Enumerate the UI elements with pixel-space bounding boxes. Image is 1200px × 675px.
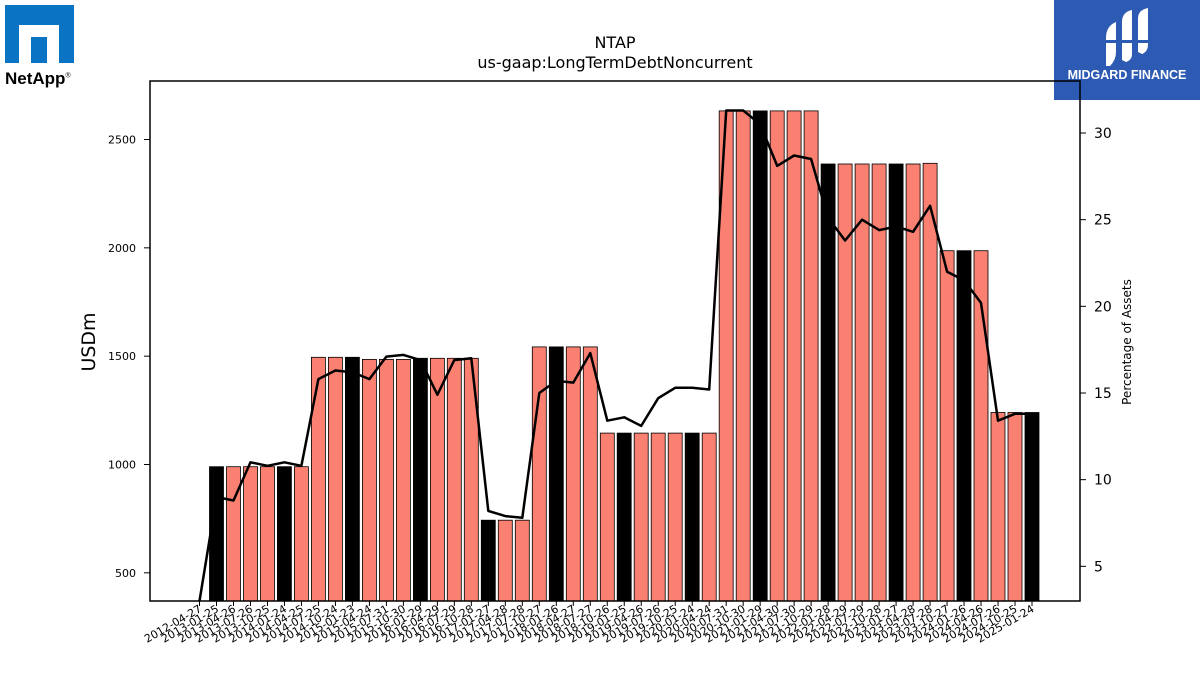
bar bbox=[616, 432, 632, 602]
bar bbox=[344, 356, 360, 602]
bar bbox=[735, 110, 751, 602]
pct-assets-series bbox=[198, 109, 1032, 602]
bar bbox=[565, 346, 581, 602]
bars bbox=[209, 110, 1040, 602]
bar bbox=[990, 412, 1006, 602]
y2-tick-label: 30 bbox=[1094, 126, 1112, 142]
bar bbox=[684, 432, 700, 602]
bar bbox=[1024, 412, 1040, 602]
x-ticks: 2012-04-272013-01-252013-04-262013-07-26… bbox=[142, 601, 1037, 646]
y2-axis-label: Percentage of Assets bbox=[1120, 279, 1134, 405]
bar bbox=[327, 356, 343, 602]
bar bbox=[276, 466, 292, 602]
netapp-logo-icon bbox=[5, 5, 74, 63]
bar bbox=[243, 466, 258, 602]
bar bbox=[939, 250, 955, 602]
bar bbox=[412, 357, 428, 602]
y-tick-label: 500 bbox=[115, 567, 136, 580]
midgard-finance-logo: MIDGARD FINANCE bbox=[1054, 0, 1200, 100]
bar bbox=[701, 432, 717, 602]
bar bbox=[803, 110, 819, 602]
midgard-finance-logo-text: MIDGARD FINANCE bbox=[1067, 68, 1187, 82]
y2-tick-label: 20 bbox=[1094, 299, 1112, 315]
bar bbox=[1007, 412, 1023, 602]
bar bbox=[667, 432, 683, 602]
y-ticks: 500 1000 1500 2000 2500 bbox=[108, 134, 150, 580]
y-tick-label: 2000 bbox=[108, 242, 136, 255]
bar bbox=[854, 163, 870, 602]
y2-tick-label: 15 bbox=[1094, 386, 1112, 402]
y2-tick-label: 5 bbox=[1094, 559, 1103, 575]
chart-title: NTAP bbox=[594, 33, 635, 52]
bar bbox=[310, 356, 326, 602]
chart-subtitle: us-gaap:LongTermDebtNoncurrent bbox=[477, 53, 752, 72]
plot-frame bbox=[149, 80, 1081, 602]
bar bbox=[837, 163, 853, 602]
bar bbox=[752, 110, 768, 602]
bar bbox=[480, 519, 496, 602]
bar bbox=[293, 466, 309, 602]
netapp-logo-text: NetApp bbox=[5, 69, 66, 88]
y2-ticks: 5 10 15 20 25 30 bbox=[1080, 126, 1112, 575]
bar bbox=[531, 346, 547, 602]
netapp-logo: NetApp® bbox=[5, 5, 79, 93]
bar bbox=[497, 519, 513, 602]
bar bbox=[888, 163, 904, 602]
bar bbox=[820, 163, 836, 602]
bar bbox=[446, 357, 462, 602]
bar bbox=[786, 110, 802, 602]
pct-assets-line bbox=[198, 109, 1032, 602]
y-tick-label: 2500 bbox=[108, 134, 136, 147]
y-tick-label: 1000 bbox=[108, 459, 136, 472]
y-tick-label: 1500 bbox=[108, 350, 136, 363]
bar bbox=[514, 519, 530, 602]
bar bbox=[378, 358, 394, 602]
bar bbox=[769, 110, 785, 602]
y2-tick-label: 10 bbox=[1094, 473, 1112, 489]
bar bbox=[650, 432, 666, 602]
bar bbox=[956, 250, 972, 602]
y2-tick-label: 25 bbox=[1094, 213, 1112, 229]
bar bbox=[395, 358, 411, 602]
bar bbox=[260, 466, 275, 602]
bar bbox=[361, 358, 377, 602]
bar bbox=[633, 432, 649, 602]
bar bbox=[599, 432, 615, 602]
midgard-finance-logo-icon bbox=[1100, 8, 1156, 66]
netapp-trademark: ® bbox=[65, 72, 71, 80]
y-axis-label: USDm bbox=[78, 312, 100, 371]
bar bbox=[582, 346, 598, 602]
